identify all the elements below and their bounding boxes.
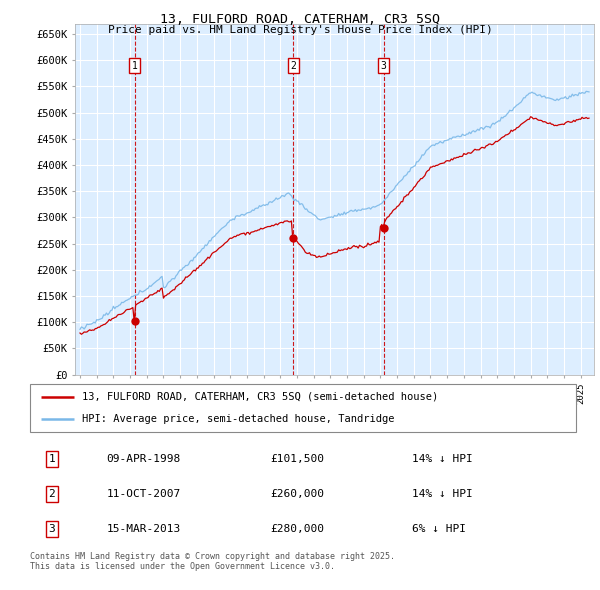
- Text: Price paid vs. HM Land Registry's House Price Index (HPI): Price paid vs. HM Land Registry's House …: [107, 25, 493, 35]
- Text: 13, FULFORD ROAD, CATERHAM, CR3 5SQ: 13, FULFORD ROAD, CATERHAM, CR3 5SQ: [160, 13, 440, 26]
- Text: 3: 3: [49, 524, 55, 534]
- Text: 6% ↓ HPI: 6% ↓ HPI: [412, 524, 466, 534]
- FancyBboxPatch shape: [30, 384, 576, 432]
- Text: 2: 2: [290, 61, 296, 71]
- Text: £260,000: £260,000: [270, 489, 324, 499]
- Text: 15-MAR-2013: 15-MAR-2013: [106, 524, 181, 534]
- Text: 14% ↓ HPI: 14% ↓ HPI: [412, 454, 473, 464]
- Text: 14% ↓ HPI: 14% ↓ HPI: [412, 489, 473, 499]
- Text: 3: 3: [381, 61, 386, 71]
- Text: 13, FULFORD ROAD, CATERHAM, CR3 5SQ (semi-detached house): 13, FULFORD ROAD, CATERHAM, CR3 5SQ (sem…: [82, 392, 438, 402]
- Text: 2: 2: [49, 489, 55, 499]
- Text: £280,000: £280,000: [270, 524, 324, 534]
- Text: HPI: Average price, semi-detached house, Tandridge: HPI: Average price, semi-detached house,…: [82, 414, 394, 424]
- Text: 11-OCT-2007: 11-OCT-2007: [106, 489, 181, 499]
- Text: 1: 1: [49, 454, 55, 464]
- Text: 1: 1: [131, 61, 137, 71]
- Text: £101,500: £101,500: [270, 454, 324, 464]
- Text: Contains HM Land Registry data © Crown copyright and database right 2025.
This d: Contains HM Land Registry data © Crown c…: [30, 552, 395, 571]
- Text: 09-APR-1998: 09-APR-1998: [106, 454, 181, 464]
